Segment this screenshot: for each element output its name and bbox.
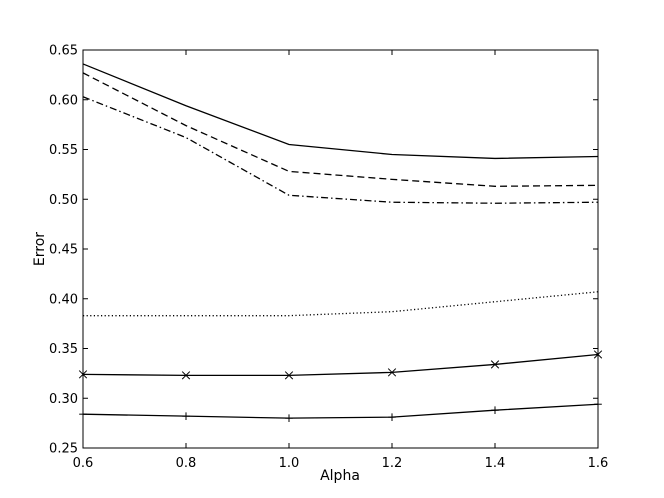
series-layer: [78, 63, 603, 422]
data-point-x-marker: [490, 360, 500, 369]
data-point-x-marker: [181, 371, 191, 380]
plot-background: [83, 50, 598, 448]
y-tick-label: 0.30: [49, 392, 78, 407]
x-tick-label: 1.4: [485, 456, 506, 471]
axis-layer: 0.6 0.8 1.0 1.2 1.4 1.6 0.25 0.30 0.35 0.40 0.45 0.…: [49, 44, 608, 472]
series-2: [82, 72, 599, 187]
y-tick-label: 0.45: [49, 243, 78, 258]
series-3: [82, 96, 599, 204]
data-point-x-marker: [284, 371, 294, 380]
data-point-plus-marker: [182, 412, 190, 420]
y-tick-label: 0.35: [49, 342, 78, 357]
series-line: [82, 96, 599, 204]
series-line: [82, 353, 599, 377]
data-point-plus-marker: [388, 413, 396, 421]
y-tick-label: 0.40: [49, 292, 78, 307]
plot-frame: [82, 49, 599, 449]
x-tick-label: 0.8: [176, 456, 197, 471]
y-tick-label: 0.25: [49, 442, 78, 457]
y-axis-label: Error: [32, 232, 48, 266]
x-tick-label: 1.0: [279, 456, 300, 471]
series-line: [82, 63, 599, 160]
y-tick-label: 0.60: [49, 93, 78, 108]
series-line: [82, 72, 599, 187]
x-tick-label: 0.6: [73, 456, 94, 471]
y-tick-label: 0.55: [49, 143, 78, 158]
x-axis-label: Alpha: [320, 468, 360, 484]
x-tick-label: 1.6: [588, 456, 609, 471]
y-tick-label: 0.65: [49, 44, 78, 59]
data-point-x-marker: [387, 368, 397, 377]
data-point-plus-marker: [491, 406, 499, 414]
series-1: [82, 63, 599, 160]
series-line: [82, 403, 599, 419]
data-point-plus-marker: [285, 414, 293, 422]
y-tick-label: 0.50: [49, 193, 78, 208]
x-tick-label: 1.2: [382, 456, 403, 471]
